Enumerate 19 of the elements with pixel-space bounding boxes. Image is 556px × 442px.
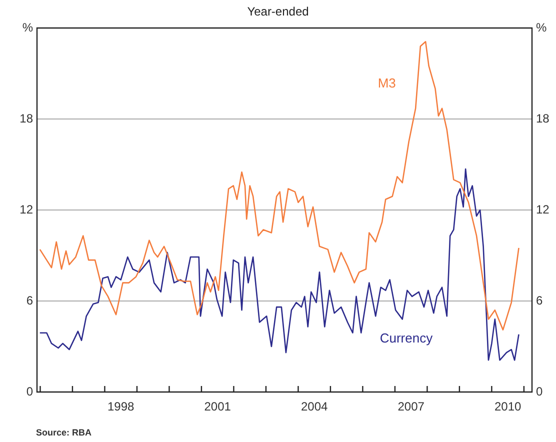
y-tick-label: 0 (26, 384, 34, 398)
y-tick-label: 18 (20, 111, 34, 126)
y2-tick-label: 6 (536, 293, 543, 308)
x-tick-label: 2001 (204, 400, 232, 414)
series-label: Currency (380, 330, 434, 346)
x-tick-label: 2007 (398, 400, 425, 414)
source-note: Source: RBA (36, 427, 92, 438)
y-tick-label: 12 (20, 202, 34, 216)
series-label: M3 (378, 76, 396, 91)
chart-subtitle: Year-ended (247, 4, 309, 18)
y2-tick-label: 18 (536, 111, 550, 126)
y-tick-label: 6 (26, 293, 34, 308)
y2-tick-label: 0 (536, 384, 543, 398)
y2-tick-label: 12 (536, 202, 550, 216)
y2-tick-label: % (536, 20, 547, 34)
y-tick-label: % (22, 20, 34, 34)
x-tick-label: 2010 (494, 400, 522, 414)
x-tick-label: 1998 (107, 400, 135, 414)
x-tick-label: 2004 (300, 400, 328, 414)
